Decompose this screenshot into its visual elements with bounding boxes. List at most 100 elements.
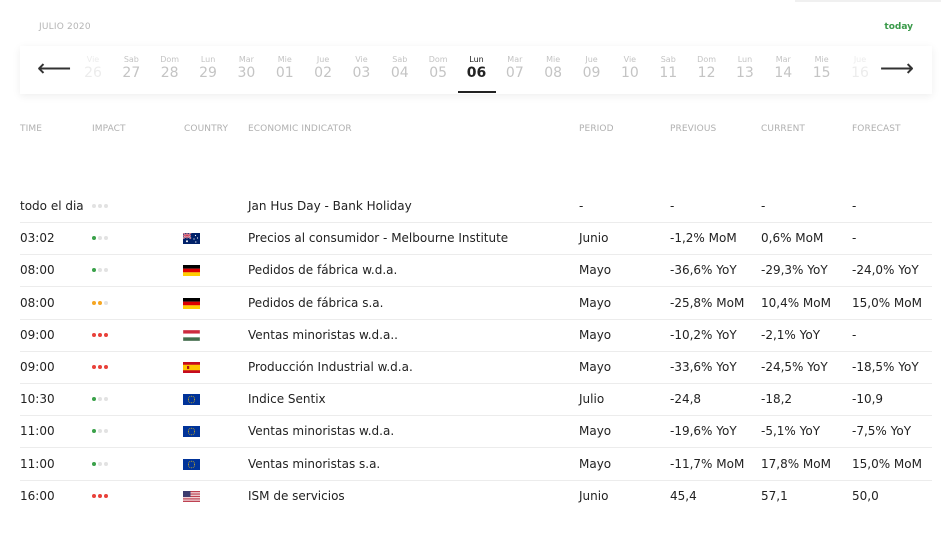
impact-indicator — [92, 236, 110, 241]
impact-indicator — [92, 397, 110, 402]
date-tab[interactable]: Lun 13 — [726, 55, 764, 82]
date-tab-weekday: Lun — [200, 55, 216, 64]
table-row[interactable]: todo el dia Jan Hus Day - Bank Holiday - - -… — [20, 190, 932, 223]
row-period: Mayo — [579, 456, 612, 471]
column-header-period: PERIOD — [579, 124, 614, 134]
row-time: 11:00 — [20, 424, 55, 439]
date-tab-day: 16 — [851, 65, 869, 81]
date-tab[interactable]: Dom 05 — [419, 55, 457, 82]
date-tab-day: 03 — [352, 65, 371, 81]
date-tab[interactable]: Jue 09 — [573, 55, 611, 82]
date-tab-day: 29 — [199, 65, 217, 81]
row-previous: -1,2% MoM — [670, 231, 737, 246]
date-tab[interactable]: Vie 03 — [342, 55, 380, 82]
date-tab[interactable]: Sab 04 — [381, 55, 419, 82]
impact-dot — [104, 332, 108, 337]
row-forecast: 15,0% MoM — [852, 295, 922, 310]
date-tab[interactable]: Mar 07 — [496, 55, 534, 82]
date-selector: ⟵ Vie 26 Sab 27 Dom 28 Lun 29 Mar 30 Mie 01 Jue 02 Vie… — [20, 46, 932, 94]
date-tab[interactable]: Jue 02 — [304, 55, 342, 82]
date-tab[interactable]: Sab 11 — [649, 55, 687, 82]
row-period: Junio — [579, 231, 609, 246]
table-row[interactable]: 09:00 Ventas minoristas w.d.a.. Mayo -10,2%… — [20, 319, 932, 352]
row-forecast: -10,9 — [852, 392, 884, 407]
row-time: 09:00 — [20, 360, 55, 374]
spain-flag-icon — [183, 362, 200, 373]
impact-dot — [98, 204, 102, 208]
impact-dot — [98, 332, 102, 337]
date-tab[interactable]: Mie 15 — [803, 55, 841, 82]
impact-indicator — [92, 268, 110, 273]
impact-dot — [98, 365, 102, 369]
date-tab[interactable]: Vie 26 — [74, 55, 112, 82]
date-tab-weekday: Jue — [585, 55, 598, 64]
impact-dot — [104, 268, 108, 273]
date-tab-weekday: Lun — [469, 55, 484, 64]
date-tab[interactable]: Dom 12 — [688, 55, 726, 82]
impact-dot — [104, 236, 108, 241]
today-link[interactable]: today — [884, 22, 913, 32]
european-union-flag-icon — [183, 394, 200, 406]
arrow-left-icon[interactable]: ⟵ — [37, 54, 72, 82]
european-union-flag-icon — [183, 426, 200, 438]
date-tab-day: 04 — [390, 65, 409, 81]
table-row[interactable]: 08:00 Pedidos de fábrica s.a. Mayo -25,8% M… — [20, 287, 932, 320]
date-tab-weekday: Mie — [546, 55, 561, 64]
month-label: JULIO 2020 — [39, 22, 91, 32]
table-row[interactable]: 08:00 Pedidos de fábrica w.d.a. Mayo -36,6%… — [20, 254, 932, 288]
table-row[interactable]: 09:00 Producción Industrial w.d.a. Mayo -33… — [20, 351, 932, 384]
row-indicator: Precios al consumidor - Melbourne Instit… — [248, 231, 509, 246]
date-tab-weekday: Mie — [814, 55, 829, 64]
date-tab-day: 10 — [620, 65, 639, 81]
row-current: -5,1% YoY — [761, 424, 821, 439]
impact-indicator — [92, 429, 110, 434]
impact-dot — [92, 429, 96, 434]
row-previous: -36,6% YoY — [670, 263, 737, 278]
row-period: - — [579, 199, 584, 213]
date-tab-day: 11 — [659, 65, 678, 81]
column-header-time: TIME — [20, 124, 43, 134]
row-previous: -11,7% MoM — [670, 456, 745, 471]
date-tab-day: 07 — [505, 65, 524, 81]
date-tab[interactable]: Mar 30 — [227, 55, 265, 82]
impact-dot — [104, 429, 108, 434]
table-row[interactable]: 10:30 Indice Sentix Julio -24,8 -18,2 -10,9 — [20, 383, 932, 417]
impact-indicator — [92, 493, 110, 499]
date-tab[interactable]: Sab 27 — [112, 55, 150, 82]
date-tab[interactable]: Lun 29 — [189, 55, 227, 82]
row-indicator: Jan Hus Day - Bank Holiday — [248, 199, 412, 213]
row-previous: - — [670, 199, 675, 213]
date-tab[interactable]: Mie 08 — [534, 55, 572, 82]
row-time: 08:00 — [20, 295, 55, 310]
table-row[interactable]: 11:00 Ventas minoristas s.a. Mayo -11,7% Mo… — [20, 448, 932, 481]
date-tab-weekday: Dom — [428, 55, 448, 64]
column-header-previous: PREVIOUS — [670, 124, 717, 134]
impact-dot — [92, 397, 96, 402]
date-tab[interactable]: Lun 06 — [457, 55, 496, 93]
table-row[interactable]: 16:00 ISM de servicios Junio 45,4 57,1 50,0 — [20, 480, 932, 512]
date-tab[interactable]: Vie 10 — [611, 55, 649, 82]
row-forecast: - — [852, 327, 857, 342]
date-tab[interactable]: Dom 28 — [151, 55, 189, 82]
date-tab[interactable]: Mie 01 — [266, 55, 304, 82]
impact-dot — [98, 397, 102, 402]
impact-dot — [98, 493, 102, 498]
date-tab-day: 05 — [429, 65, 448, 81]
row-forecast: - — [852, 231, 857, 246]
date-tab[interactable]: Mar 14 — [764, 55, 802, 82]
impact-dot — [98, 461, 102, 466]
row-current: 17,8% MoM — [761, 456, 831, 471]
date-tab[interactable]: Jue 16 — [841, 55, 879, 82]
germany-flag-icon — [183, 297, 200, 309]
row-time: 16:00 — [20, 488, 55, 503]
impact-dot — [92, 300, 96, 305]
impact-dot — [104, 204, 108, 208]
date-tab-weekday: Jue — [316, 55, 330, 64]
germany-flag-icon — [183, 265, 200, 277]
row-time: 08:00 — [20, 263, 55, 278]
table-row[interactable]: 03:02 Precios al consumidor - Melbourne I… — [20, 222, 932, 256]
impact-dot — [98, 300, 102, 305]
arrow-right-icon[interactable]: ⟶ — [879, 54, 914, 82]
date-tab-weekday: Vie — [355, 55, 368, 64]
table-row[interactable]: 11:00 Ventas minoristas w.d.a. Mayo -19,6% … — [20, 415, 932, 449]
